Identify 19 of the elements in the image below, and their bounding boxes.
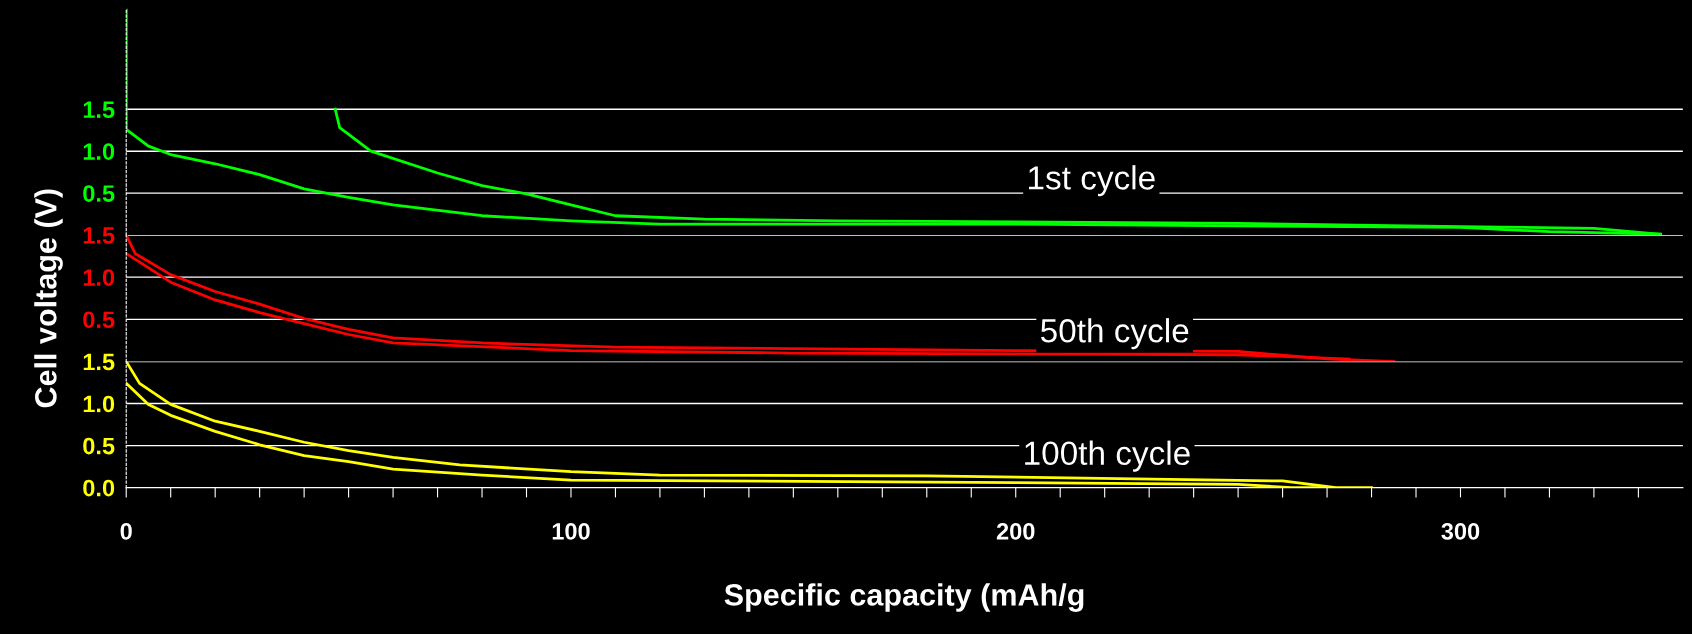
x-axis-title: Specific capacity (mAh/g bbox=[724, 583, 1084, 612]
annotation: 50th cycle bbox=[1040, 318, 1189, 350]
y-tick-label: 1.0 bbox=[83, 395, 115, 413]
y-tick-label: 1.5 bbox=[83, 353, 115, 371]
x-tick-label: 0 bbox=[120, 523, 132, 540]
y-tick-label: 1.5 bbox=[83, 227, 115, 244]
y-tick-label: 0.5 bbox=[83, 185, 115, 202]
y-tick-label: 0.5 bbox=[83, 437, 115, 455]
x-tick-label: 300 bbox=[1441, 523, 1480, 540]
x-tick-label: 100 bbox=[552, 523, 590, 540]
y-axis-title: Cell voltage (V) bbox=[34, 189, 63, 408]
y-tick-label: 1.0 bbox=[83, 269, 115, 286]
y-tick-label: 1.0 bbox=[83, 143, 115, 160]
annotation: 1st cycle bbox=[1029, 165, 1155, 197]
y-tick-label: 0.5 bbox=[83, 311, 115, 329]
x-tick-label: 200 bbox=[996, 523, 1035, 540]
y-tick-label: 0.0 bbox=[83, 479, 115, 497]
annotation: 100th cycle bbox=[1025, 440, 1190, 472]
y-tick-label: 1.5 bbox=[83, 101, 115, 119]
